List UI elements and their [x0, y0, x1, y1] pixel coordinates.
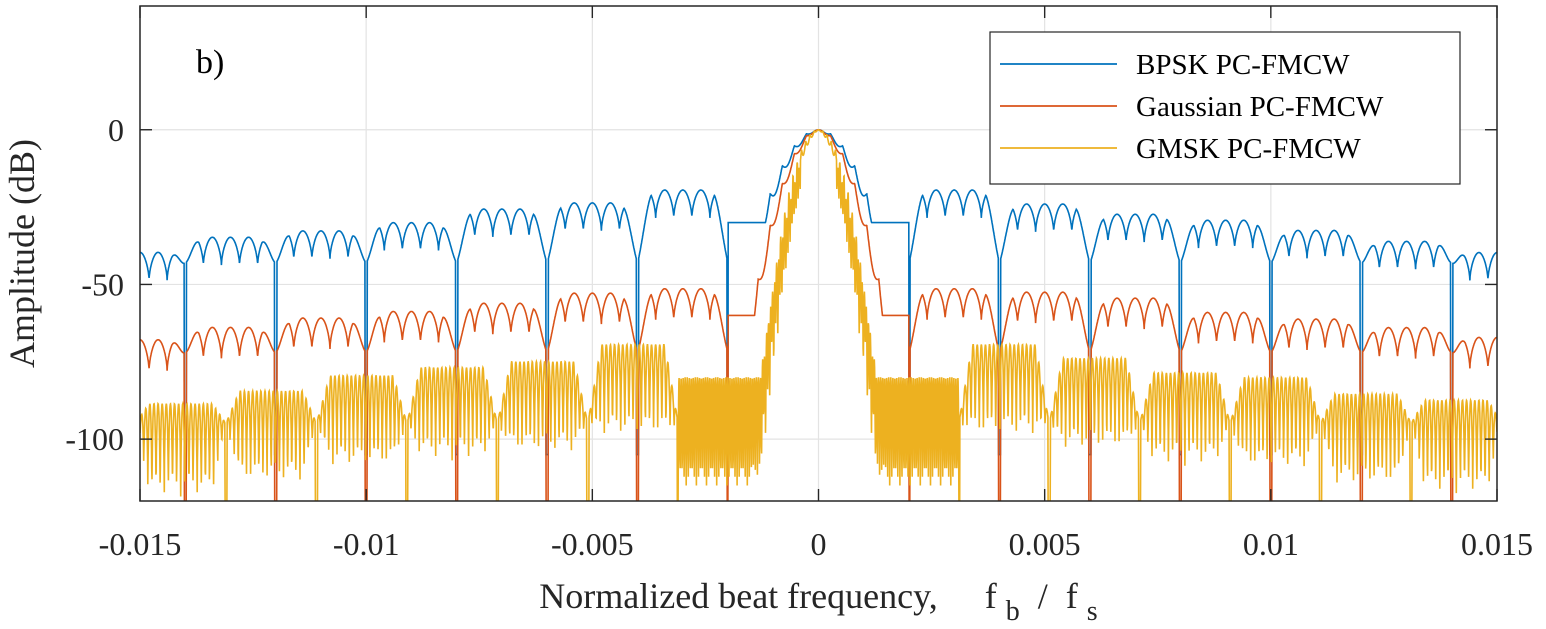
series-layer [140, 129, 1497, 501]
x-axis-title-sep: / [1029, 576, 1057, 616]
x-tick-label: 0.015 [1461, 526, 1533, 562]
x-tick-label: -0.015 [99, 526, 182, 562]
x-tick-label: 0 [811, 526, 827, 562]
x-axis-title-text: Normalized beat frequency, [539, 576, 937, 616]
y-axis-title: Amplitude (dB) [2, 139, 42, 368]
panel-label: b) [196, 44, 224, 81]
y-tick-label: -100 [65, 421, 124, 457]
x-tick-label: 0.01 [1243, 526, 1299, 562]
x-axis-title-sub2: s [1087, 596, 1098, 627]
x-tick-label: -0.005 [551, 526, 634, 562]
legend-box [989, 31, 1461, 185]
series-line-gmsk-pc-fmcw [140, 129, 1497, 501]
x-axis-title-f1: f [985, 576, 997, 616]
y-tick-label: -50 [81, 266, 124, 302]
y-tick-label: 0 [108, 112, 124, 148]
x-axis-title: Normalized beat frequency, f b / f s [539, 576, 1097, 628]
legend: BPSK PC-FMCW Gaussian PC-FMCW GMSK PC-FMCW [989, 31, 1461, 185]
x-tick-label: 0.005 [1009, 526, 1081, 562]
x-axis-title-sub1: b [1006, 596, 1020, 627]
legend-entry-label: GMSK PC-FMCW [1136, 133, 1361, 165]
ticks: -0.015 -0.01 -0.005 0 0.005 0.01 0.015 -100 -50 0 [65, 6, 1533, 562]
legend-entry-label: Gaussian PC-FMCW [1136, 91, 1384, 123]
x-tick-label: -0.01 [333, 526, 400, 562]
legend-entry-label: BPSK PC-FMCW [1136, 49, 1350, 81]
x-axis-title-f2: f [1066, 576, 1078, 616]
